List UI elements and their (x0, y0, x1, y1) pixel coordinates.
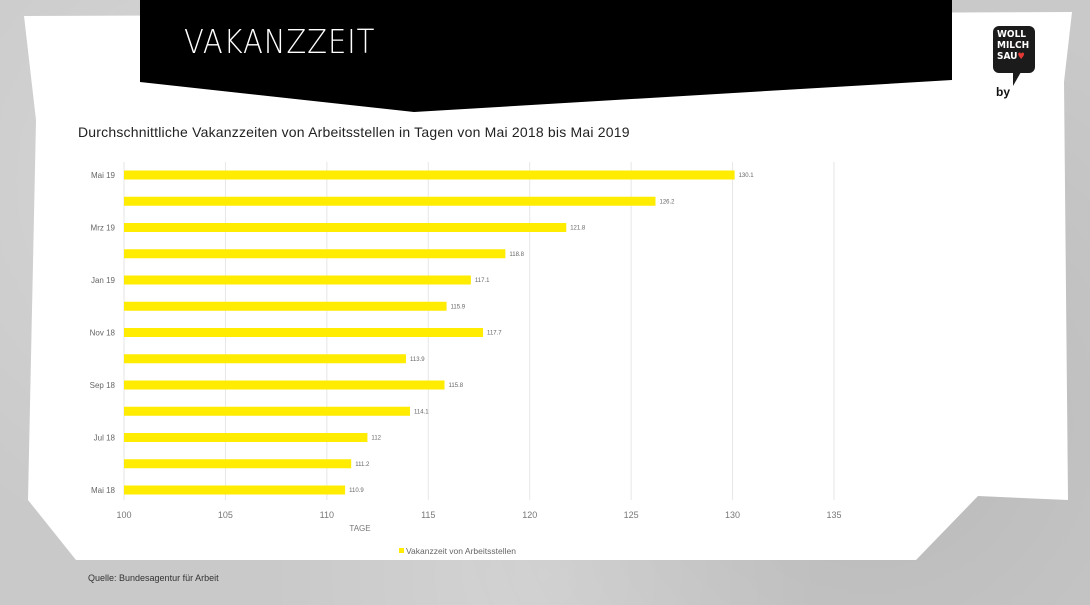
category-label: Mai 18 (91, 486, 116, 495)
logo-line: SAU♥ (997, 51, 1025, 62)
white-paper (24, 12, 1072, 560)
bar (124, 459, 352, 469)
value-label: 126.2 (659, 199, 675, 205)
bar (124, 223, 567, 232)
logo-line: WOLL (997, 29, 1027, 40)
value-label: 110.9 (349, 488, 364, 494)
bar (124, 328, 484, 337)
bar (124, 485, 346, 495)
bar (124, 406, 411, 416)
category-label: Mai 19 (91, 171, 116, 180)
bar (124, 170, 735, 180)
x-tick-label: 130 (725, 510, 740, 520)
value-label: 113.9 (410, 357, 425, 363)
value-label: 112 (371, 436, 381, 442)
value-label: 115.8 (449, 383, 464, 389)
chart-title: Durchschnittliche Vakanzzeiten von Arbei… (78, 124, 630, 140)
category-label: Nov 18 (90, 329, 116, 338)
banner-title: VAKANZZEIT (184, 22, 376, 61)
x-tick-label: 100 (116, 510, 131, 520)
value-label: 115.9 (451, 304, 466, 310)
x-tick-label: 115 (421, 510, 435, 520)
logo-by: by (996, 85, 1011, 99)
category-label: Jan 19 (91, 276, 116, 285)
heart-icon: ♥ (1017, 52, 1025, 62)
speech-bubble-tail (1013, 72, 1021, 86)
brand-logo: WOLL MILCH SAU♥ (993, 26, 1035, 73)
legend-swatch (399, 548, 404, 553)
x-tick-label: 120 (522, 510, 537, 520)
value-label: 121.8 (570, 226, 586, 232)
value-label: 130.1 (739, 173, 755, 179)
labels: 100 105 110 115 120 125 130 135 130.1 Mai 19 126.2… (90, 171, 842, 520)
value-label: 114.1 (414, 409, 429, 415)
bar (124, 354, 406, 364)
x-tick-label: 105 (218, 510, 233, 520)
value-label: 118.8 (509, 252, 524, 258)
bar (124, 196, 656, 206)
bar (124, 249, 506, 259)
x-tick-label: 135 (826, 510, 841, 520)
category-label: Mrz 19 (91, 224, 116, 233)
x-axis-label: TAGE (349, 524, 370, 533)
category-label: Sep 18 (90, 381, 116, 390)
bar (124, 380, 445, 390)
title-banner (140, 0, 952, 112)
bars (124, 170, 735, 495)
bar (124, 301, 447, 311)
category-label: Jul 18 (94, 434, 116, 443)
x-tick-label: 110 (320, 510, 334, 520)
legend-label: Vakanzzeit von Arbeitsstellen (406, 546, 516, 556)
value-label: 111.2 (355, 462, 370, 468)
logo-line: MILCH (997, 40, 1030, 51)
value-label: 117.7 (487, 331, 502, 337)
bar (124, 275, 471, 285)
value-label: 117.1 (475, 278, 490, 284)
x-tick-label: 125 (624, 510, 639, 520)
bar (124, 433, 368, 442)
source-note: Quelle: Bundesagentur für Arbeit (88, 573, 219, 583)
